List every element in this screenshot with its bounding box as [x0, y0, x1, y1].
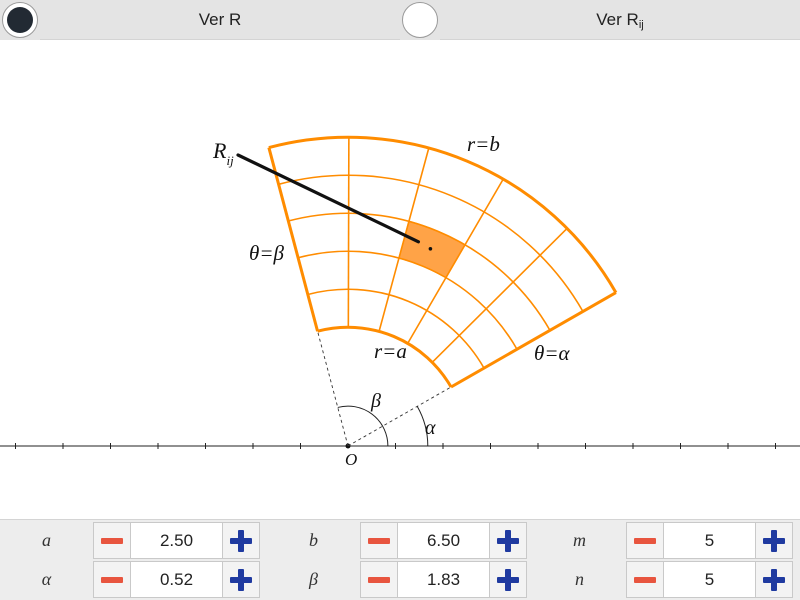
parameter-controls: a b m α β n [0, 519, 800, 600]
decrease-b-button[interactable] [360, 522, 398, 559]
value-alpha-field[interactable] [130, 561, 223, 598]
grid-arc [278, 174, 584, 312]
plus-icon [763, 568, 785, 591]
value-m-field[interactable] [663, 522, 756, 559]
grid-ray [347, 137, 350, 328]
radio-selected-dot-icon [7, 7, 33, 33]
minus-icon [101, 576, 123, 583]
ver-rij-label-subscript: ij [638, 19, 644, 31]
rij-pointer [236, 153, 433, 251]
theta-equals-beta-label: θ=β [249, 241, 284, 265]
boundary-theta-beta [267, 147, 320, 332]
decrease-a-button[interactable] [93, 522, 131, 559]
control-b: b [267, 522, 527, 559]
r-equals-b-label: r=b [467, 132, 500, 156]
boundary-theta-alpha [450, 291, 617, 389]
param-label-alpha: α [41, 569, 52, 589]
param-label-beta: β [309, 569, 318, 589]
value-n-field[interactable] [663, 561, 756, 598]
control-alpha: α [0, 561, 260, 598]
decrease-n-button[interactable] [626, 561, 664, 598]
increase-a-button[interactable] [222, 522, 260, 559]
dashed-ray [317, 331, 349, 447]
param-label-n: n [575, 569, 584, 589]
dashed-ray [347, 386, 452, 447]
radio-ring-icon [402, 2, 438, 38]
value-b-field[interactable] [397, 522, 490, 559]
control-a: a [0, 522, 260, 559]
minus-icon [634, 576, 656, 583]
decrease-m-button[interactable] [626, 522, 664, 559]
grid-ray [431, 227, 568, 363]
grid-arc [288, 212, 551, 331]
param-label-m: m [573, 530, 586, 550]
boundary-r-a [317, 325, 453, 388]
plus-icon [497, 529, 519, 552]
ver-r-label[interactable]: Ver R [40, 0, 400, 40]
x-axis-group [0, 443, 800, 449]
increase-beta-button[interactable] [489, 561, 527, 598]
rij-pointer-line [236, 153, 421, 244]
cell-center-point [428, 246, 433, 251]
minus-icon [634, 537, 656, 544]
value-beta-field[interactable] [397, 561, 490, 598]
grid-arc [307, 288, 485, 369]
boundary-r-b [268, 135, 618, 294]
ver-rij-label-text: Ver R [596, 10, 639, 29]
theta-equals-alpha-label: θ=α [534, 341, 570, 365]
ver-rij-radio[interactable] [400, 0, 440, 40]
alpha-angle-arc [416, 406, 429, 447]
value-a-field[interactable] [130, 522, 223, 559]
control-m: m [533, 522, 793, 559]
rij-label-subscript: ij [226, 153, 234, 168]
minus-icon [101, 537, 123, 544]
beta-angle-arc [337, 405, 389, 447]
decrease-beta-button[interactable] [360, 561, 398, 598]
plus-icon [230, 529, 252, 552]
plus-icon [497, 568, 519, 591]
polar-grid [267, 135, 618, 389]
minus-icon [368, 576, 390, 583]
alpha-angle-label: α [425, 417, 436, 439]
increase-m-button[interactable] [755, 522, 793, 559]
view-toggle-bar: Ver R Ver Rij [0, 0, 800, 40]
radio-ring-icon [2, 2, 38, 38]
ver-rij-label[interactable]: Ver Rij [440, 0, 800, 40]
rij-label: Rij [212, 138, 234, 168]
plus-icon [763, 529, 785, 552]
plus-icon [230, 568, 252, 591]
polar-region-diagram: r=b r=a θ=β θ=α Rij β α O [0, 132, 800, 469]
control-beta: β [267, 561, 527, 598]
grid-ray [378, 147, 430, 332]
angle-guides [317, 331, 452, 447]
increase-alpha-button[interactable] [222, 561, 260, 598]
ver-r-label-text: Ver R [198, 10, 242, 29]
minus-icon [368, 537, 390, 544]
beta-angle-label: β [370, 390, 381, 412]
control-n: n [533, 561, 793, 598]
increase-n-button[interactable] [755, 561, 793, 598]
decrease-alpha-button[interactable] [93, 561, 131, 598]
param-label-b: b [309, 530, 318, 550]
increase-b-button[interactable] [489, 522, 527, 559]
ver-r-radio[interactable] [0, 0, 40, 40]
grid-ray [407, 178, 504, 344]
grid-arc [297, 250, 518, 350]
r-equals-a-label: r=a [374, 339, 407, 363]
origin-label: O [345, 450, 357, 469]
param-label-a: a [42, 530, 51, 550]
rij-label-main: R [212, 138, 227, 163]
